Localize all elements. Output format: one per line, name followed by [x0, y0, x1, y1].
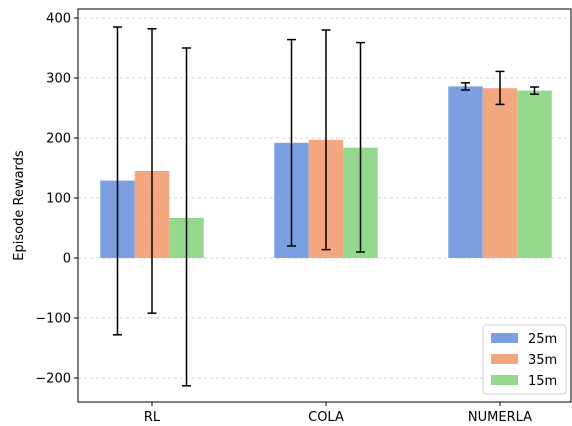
bar-35m-numerla: [482, 88, 518, 258]
y-axis-label: Episode Rewards: [12, 150, 27, 261]
axes: −200 −100 0 100 200 300 400 RL COLA NUMERLA: [35, 8, 572, 425]
legend-label: 35m: [528, 353, 557, 368]
bars: [100, 86, 552, 259]
legend-label: 15m: [528, 374, 557, 389]
legend-swatch: [491, 333, 518, 343]
legend-swatch: [491, 354, 518, 364]
bar-25m-numerla: [448, 86, 483, 259]
x-tick-label: RL: [144, 410, 161, 425]
y-tick-label: −200: [35, 372, 71, 387]
plot-frame: [77, 8, 572, 403]
legend-label: 25m: [528, 332, 557, 347]
x-tick-label: NUMERLA: [468, 410, 532, 425]
y-tick-label: 0: [63, 252, 71, 267]
bar-15m-numerla: [517, 90, 552, 258]
y-tick-label: 300: [46, 72, 71, 87]
error-bars: [113, 26, 539, 387]
x-tick-label: COLA: [308, 410, 344, 425]
y-tick-label: 200: [46, 132, 71, 147]
y-tick-label: 400: [46, 12, 71, 27]
legend: 25m 35m 15m: [482, 324, 567, 395]
legend-swatch: [491, 375, 518, 385]
y-tick-label: −100: [35, 312, 71, 327]
y-tick-label: 100: [46, 192, 71, 207]
